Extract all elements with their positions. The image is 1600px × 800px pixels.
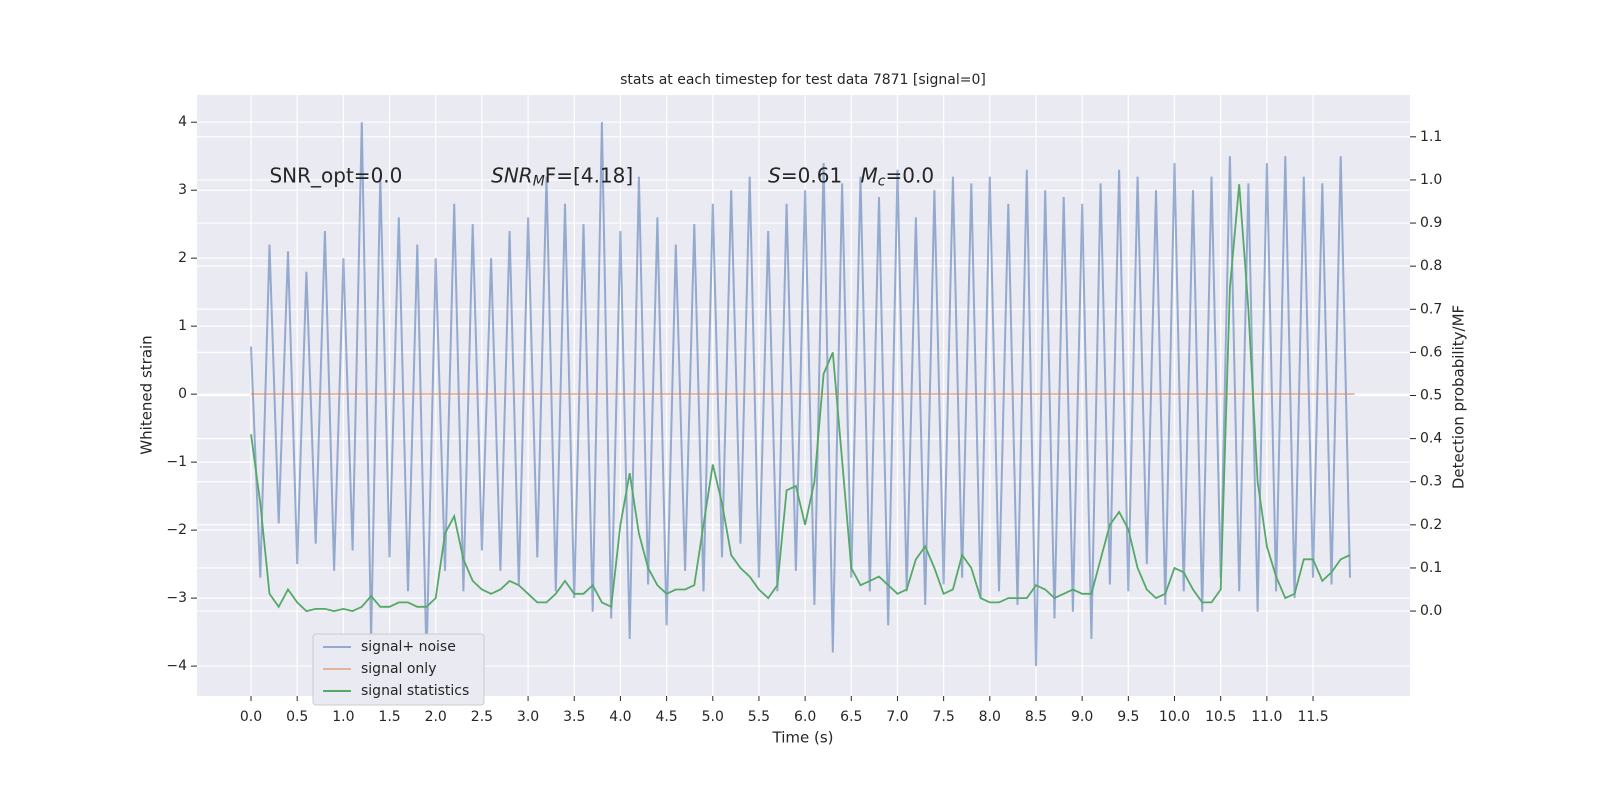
annotation-part: M <box>861 163 878 187</box>
x-tick-label: 5.5 <box>748 709 770 725</box>
legend-label: signal only <box>361 661 436 677</box>
x-tick-label: 3.0 <box>517 709 539 725</box>
y2-tick-label: 0.1 <box>1420 560 1442 576</box>
x-tick-label: 11.0 <box>1251 709 1282 725</box>
x-tick-label: 2.0 <box>425 709 447 725</box>
x-tick-label: 0.0 <box>240 709 262 725</box>
y2-tick-label: 0.6 <box>1420 344 1442 360</box>
x-tick-label: 9.0 <box>1071 709 1093 725</box>
x-tick-label: 3.5 <box>563 709 585 725</box>
series-line <box>250 184 1351 613</box>
x-tick-label: 6.5 <box>840 709 862 725</box>
annotation-part: =0.61 <box>781 163 842 187</box>
x-tick-label: 8.5 <box>1025 709 1047 725</box>
x-tick-label: 4.0 <box>609 709 631 725</box>
y2-tick-label: 1.0 <box>1420 172 1442 188</box>
annotation: S=0.61 <box>768 163 842 187</box>
x-tick-label: 10.5 <box>1205 709 1236 725</box>
y2-axis-label: Detection probability/MF <box>1450 305 1468 489</box>
x-tick-label: 7.5 <box>933 709 955 725</box>
y-axis-label: Whitened strain <box>138 335 156 454</box>
y2-tick-label: 0.8 <box>1420 258 1442 274</box>
annotation-part: =0.0 <box>885 163 934 187</box>
y-tick-label: −2 <box>166 522 187 538</box>
y2-tick-label: 0.4 <box>1420 431 1442 447</box>
annotation-part: c <box>878 174 886 190</box>
annotation-part: SNR_opt=0.0 <box>269 163 402 187</box>
y2-tick-label: 0.5 <box>1420 388 1442 404</box>
legend-label: signal+ noise <box>361 639 456 655</box>
x-tick-label: 1.5 <box>378 709 400 725</box>
y2-tick-label: 0.7 <box>1420 301 1442 317</box>
y-tick-label: 2 <box>178 250 187 266</box>
annotation-part: SNR <box>491 163 533 187</box>
x-tick-label: 7.0 <box>886 709 908 725</box>
x-axis-label: Time (s) <box>772 729 834 747</box>
x-tick-label: 9.5 <box>1117 709 1139 725</box>
x-tick-label: 10.0 <box>1159 709 1190 725</box>
y-tick-label: 1 <box>178 318 187 334</box>
y-tick-label: 0 <box>178 386 187 402</box>
y2-tick-label: 0.3 <box>1420 474 1442 490</box>
x-tick-label: 1.0 <box>332 709 354 725</box>
x-tick-label: 2.5 <box>471 709 493 725</box>
x-tick-label: 5.0 <box>702 709 724 725</box>
annotation: Mc=0.0 <box>861 163 935 190</box>
x-tick-label: 11.5 <box>1297 709 1328 725</box>
y-tick-label: −1 <box>166 454 187 470</box>
y2-tick-label: 0.9 <box>1420 215 1442 231</box>
annotation: SNR_opt=0.0 <box>269 163 402 187</box>
series-line <box>250 122 1351 667</box>
chart-title: stats at each timestep for test data 787… <box>620 72 986 88</box>
y2-tick-label: 1.1 <box>1420 129 1442 145</box>
x-tick-label: 0.5 <box>286 709 308 725</box>
y-tick-label: −3 <box>166 590 187 606</box>
y2-tick-label: 0.0 <box>1420 603 1442 619</box>
y-tick-label: 4 <box>178 114 187 130</box>
legend-label: signal statistics <box>361 683 469 699</box>
x-tick-label: 8.0 <box>979 709 1001 725</box>
annotation-part: M <box>533 174 545 190</box>
legend-box <box>312 633 485 706</box>
annotation-part: F=[4.18] <box>545 163 633 187</box>
annotation-part: S <box>768 163 781 187</box>
y2-tick-label: 0.2 <box>1420 517 1442 533</box>
x-tick-label: 4.5 <box>655 709 677 725</box>
annotation: SNRMF=[4.18] <box>491 163 633 190</box>
x-tick-label: 6.0 <box>794 709 816 725</box>
y-tick-label: 3 <box>178 182 187 198</box>
y-tick-label: −4 <box>166 658 187 674</box>
